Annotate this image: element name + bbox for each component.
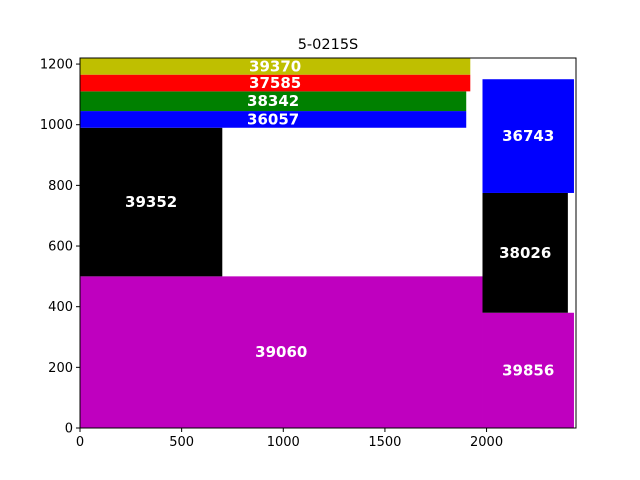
y-axis-ticks: 0 200 400 600 800 1000 1200 (40, 58, 80, 437)
y-tick-label-600: 600 (48, 240, 73, 255)
rect-39856 (482, 312, 574, 428)
rect-39352 (80, 127, 223, 277)
rect-label-38026: 38026 (499, 244, 551, 262)
rect-label-38342: 38342 (247, 92, 299, 110)
y-tick-label-0: 0 (65, 422, 73, 437)
rect-38342 (80, 91, 467, 112)
y-tick-label-1200: 1200 (40, 58, 73, 73)
x-tick-label-2000: 2000 (470, 435, 503, 450)
x-tick-label-0: 0 (76, 435, 84, 450)
rect-label-36743: 36743 (502, 127, 554, 145)
rect-36743 (482, 79, 574, 193)
rect-39370 (80, 58, 471, 75)
rect-label-39856: 39856 (502, 361, 554, 379)
rect-label-39060: 39060 (255, 343, 307, 361)
rect-37585 (80, 74, 471, 92)
rectangle-labels-group: 39060 39856 38026 36743 39352 360573834237585… (125, 57, 554, 379)
rect-36057 (80, 111, 467, 128)
plot-frame (79, 57, 577, 429)
rect-label-36057: 36057 (247, 110, 299, 128)
x-axis-ticks: 0 500 1000 1500 2000 (76, 428, 503, 450)
y-tick-label-200: 200 (48, 361, 73, 376)
y-tick-label-400: 400 (48, 300, 73, 315)
rectangles-group (80, 58, 574, 428)
y-tick-label-1000: 1000 (40, 118, 73, 133)
rect-38026 (482, 192, 568, 313)
rect-label-39352: 39352 (125, 193, 177, 211)
y-tick-label-800: 800 (48, 179, 73, 194)
x-tick-label-1500: 1500 (368, 435, 401, 450)
rect-label-39370: 39370 (249, 57, 301, 75)
rect-39060 (80, 276, 483, 428)
x-tick-label-1000: 1000 (267, 435, 300, 450)
x-tick-label-500: 500 (169, 435, 194, 450)
chart-title: 5-0215S (298, 37, 359, 53)
rect-label-37585: 37585 (249, 74, 301, 92)
